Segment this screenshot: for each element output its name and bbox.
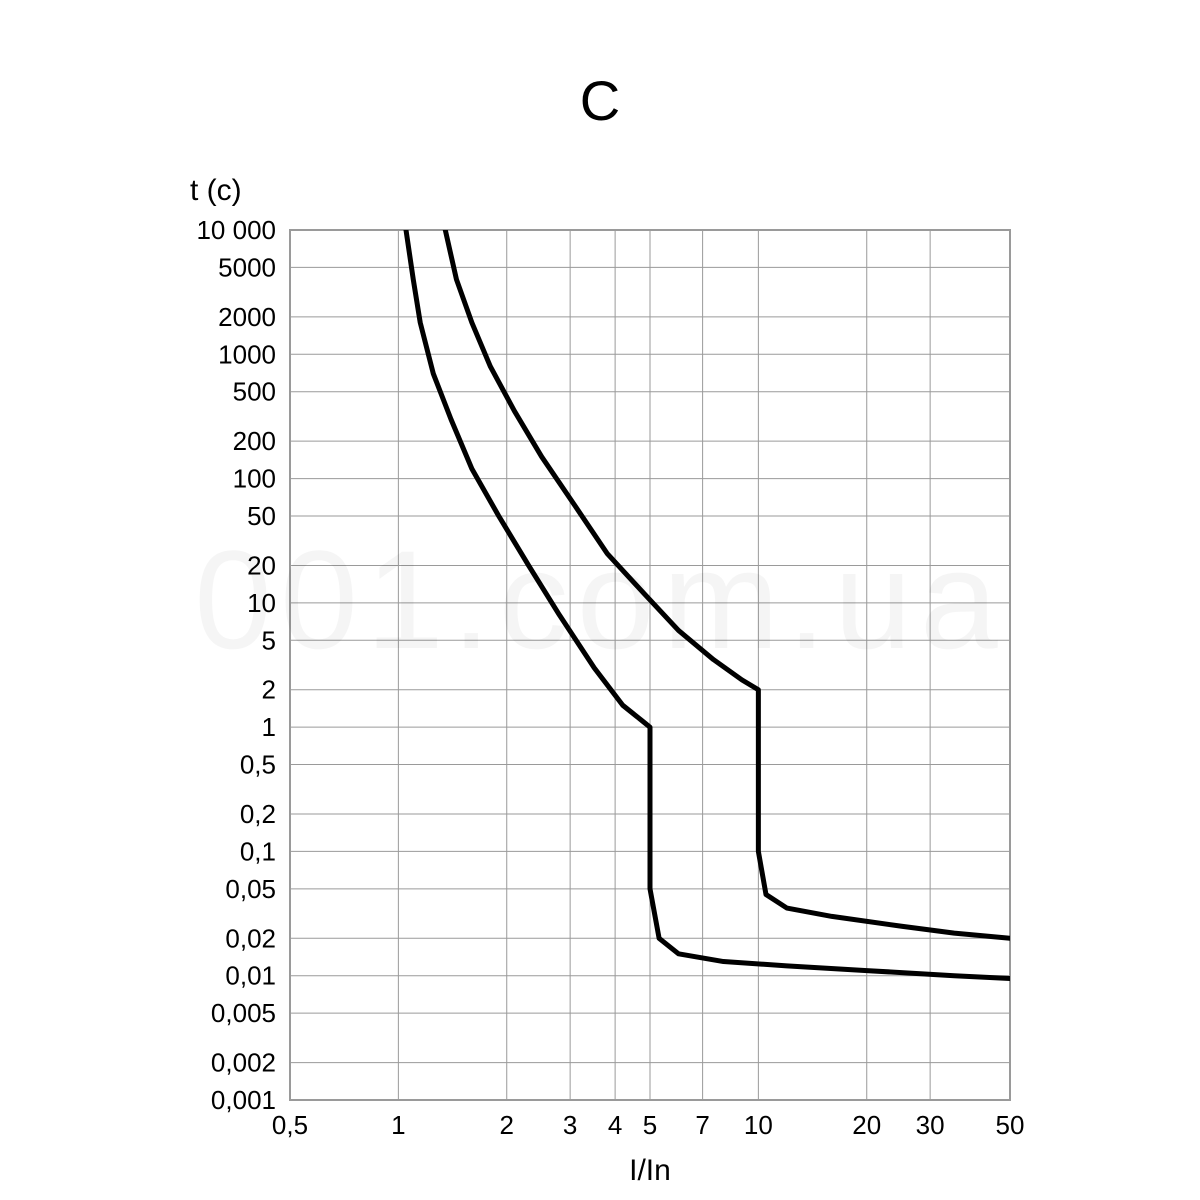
chart-container: 001.com.ua 0,5123457102030500,0010,0020,… <box>0 0 1200 1200</box>
x-tick-label: 2 <box>500 1110 514 1140</box>
y-tick-label: 0,005 <box>211 998 276 1028</box>
y-tick-label: 0,1 <box>240 836 276 866</box>
y-tick-label: 0,01 <box>225 961 276 991</box>
x-axis-label: I/In <box>629 1154 671 1187</box>
x-tick-label: 0,5 <box>272 1110 308 1140</box>
y-tick-label: 0,001 <box>211 1085 276 1115</box>
x-tick-label: 50 <box>996 1110 1025 1140</box>
y-tick-label: 10 <box>247 588 276 618</box>
y-tick-label: 5000 <box>218 252 276 282</box>
x-tick-label: 5 <box>643 1110 657 1140</box>
x-tick-label: 4 <box>608 1110 622 1140</box>
x-tick-label: 20 <box>852 1110 881 1140</box>
y-tick-label: 0,05 <box>225 874 276 904</box>
y-tick-label: 0,02 <box>225 923 276 953</box>
y-tick-label: 5 <box>262 625 276 655</box>
x-tick-label: 1 <box>391 1110 405 1140</box>
y-tick-label: 100 <box>233 464 276 494</box>
y-tick-label: 0,5 <box>240 750 276 780</box>
y-tick-label: 200 <box>233 426 276 456</box>
x-tick-label: 30 <box>916 1110 945 1140</box>
y-tick-label: 0,002 <box>211 1048 276 1078</box>
y-tick-label: 10 000 <box>196 215 276 245</box>
y-tick-label: 500 <box>233 377 276 407</box>
y-tick-label: 2 <box>262 675 276 705</box>
x-tick-label: 3 <box>563 1110 577 1140</box>
y-axis-label: t (c) <box>190 174 242 207</box>
y-tick-label: 0,2 <box>240 799 276 829</box>
chart-title: C <box>580 69 620 132</box>
y-tick-label: 1 <box>262 712 276 742</box>
x-tick-label: 10 <box>744 1110 773 1140</box>
y-tick-label: 1000 <box>218 339 276 369</box>
trip-curve-chart: 0,5123457102030500,0010,0020,0050,010,02… <box>0 0 1200 1200</box>
y-tick-label: 20 <box>247 550 276 580</box>
y-tick-label: 2000 <box>218 302 276 332</box>
y-tick-label: 50 <box>247 501 276 531</box>
x-tick-label: 7 <box>695 1110 709 1140</box>
